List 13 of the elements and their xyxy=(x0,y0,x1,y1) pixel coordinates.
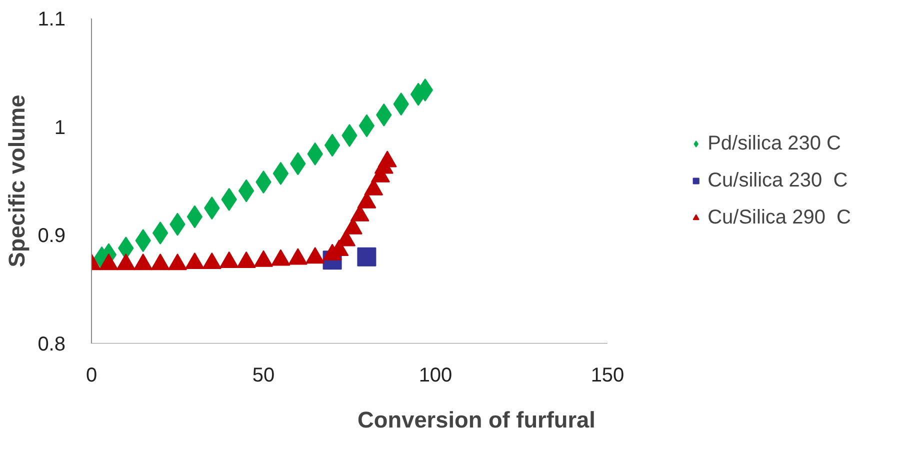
y-tick-label: 0.8 xyxy=(38,334,66,356)
y-tick-label: 1 xyxy=(54,116,66,139)
legend-label: Cu/Silica 290 C xyxy=(708,206,851,229)
x-tick-label: 50 xyxy=(252,364,275,386)
legend-label: Pd/silica 230 C xyxy=(708,132,841,155)
x-tick-label: 0 xyxy=(86,364,98,386)
y-tick-label: 1.1 xyxy=(38,8,66,30)
x-tick-label: 150 xyxy=(590,364,624,386)
legend-label: Cu/silica 230 C xyxy=(708,169,848,192)
y-tick-label: 0.9 xyxy=(38,225,66,248)
y-axis-title: Specific volume xyxy=(4,94,30,268)
x-axis-title: Conversion of furfural xyxy=(358,406,596,432)
x-tick-label: 100 xyxy=(418,364,452,386)
